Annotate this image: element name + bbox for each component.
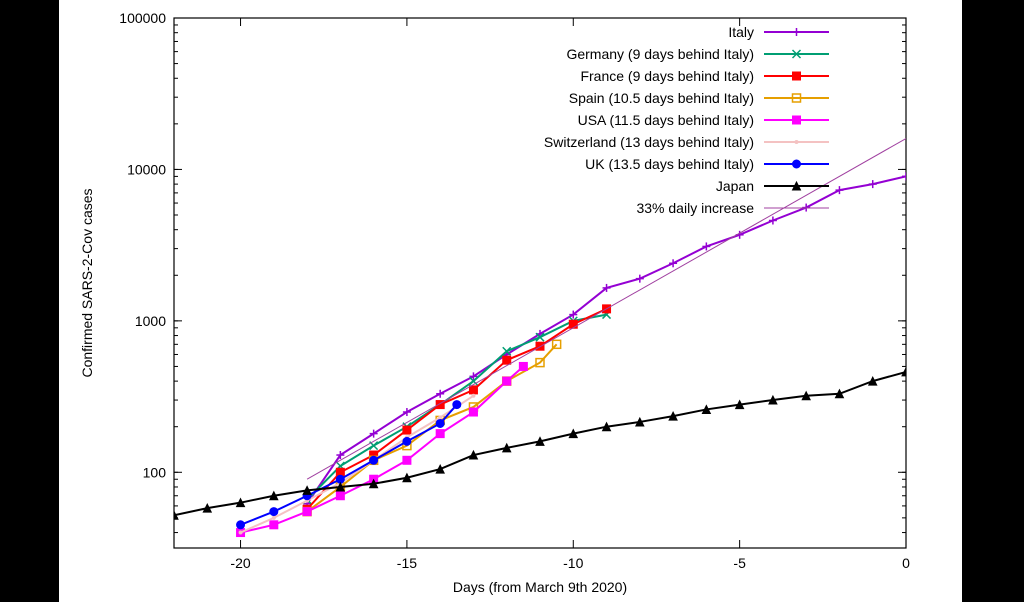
legend-label: Japan: [716, 178, 754, 194]
y-axis-label: Confirmed SARS-2-Cov cases: [79, 188, 95, 377]
legend-label: Switzerland (13 days behind Italy): [544, 134, 754, 150]
x-tick-label: -10: [563, 555, 583, 571]
y-tick-label: 10000: [127, 161, 166, 177]
y-tick-label: 1000: [135, 313, 166, 329]
x-tick-label: 0: [902, 555, 910, 571]
x-tick-label: -5: [733, 555, 746, 571]
x-axis-label: Days (from March 9th 2020): [453, 579, 627, 595]
y-tick-label: 100: [143, 464, 167, 480]
legend-sample-marker: [793, 72, 801, 80]
chart-svg: 100 1000 10000 100000 -20 -15 -10 -5 0 Days (from…: [59, 0, 962, 602]
legend-sample-marker: [795, 140, 799, 144]
x-tick-label: -15: [397, 555, 417, 571]
x-tick-label: -20: [230, 555, 250, 571]
legend-sample-marker: [793, 28, 801, 36]
legend-label: Germany (9 days behind Italy): [566, 46, 754, 62]
legend-sample-marker: [793, 160, 801, 168]
series-group: [170, 139, 910, 537]
legend-label: 33% daily increase: [636, 200, 754, 216]
legend-label: France (9 days behind Italy): [580, 68, 754, 84]
chart-container: 100 1000 10000 100000 -20 -15 -10 -5 0 Days (from…: [59, 0, 962, 602]
legend-label: USA (11.5 days behind Italy): [578, 112, 754, 128]
legend-label: Italy: [728, 24, 754, 40]
legend-label: UK (13.5 days behind Italy): [585, 156, 754, 172]
y-tick-label: 100000: [119, 10, 166, 26]
legend-sample-marker: [793, 116, 801, 124]
series-Japan: [170, 368, 910, 519]
legend-label: Spain (10.5 days behind Italy): [569, 90, 754, 106]
series-Italy: [303, 172, 910, 507]
series-UK (13.5 days behind Italy): [237, 401, 461, 529]
